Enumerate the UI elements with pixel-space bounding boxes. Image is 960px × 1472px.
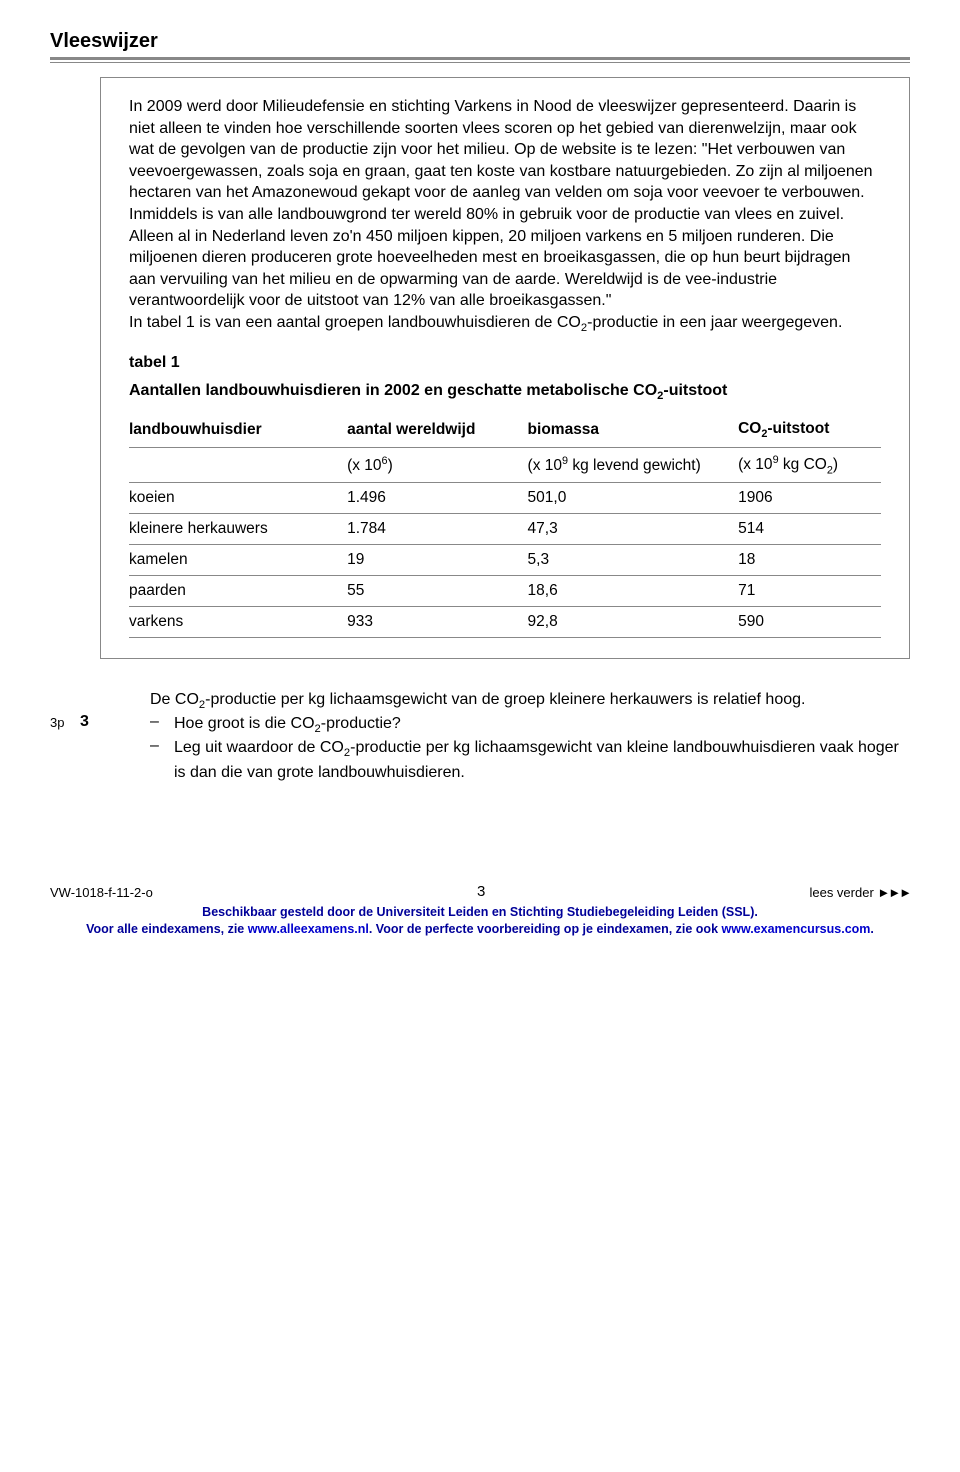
table-row: koeien1.496501,01906 [129, 482, 881, 513]
question-intro: De CO2-productie per kg lichaamsgewicht … [150, 689, 910, 713]
question-number: 3 [80, 713, 110, 731]
table-cell: 19 [347, 544, 527, 575]
table-row: kleinere herkauwers1.78447,3514 [129, 513, 881, 544]
dash: – [150, 713, 174, 731]
table-cell: 55 [347, 575, 527, 606]
table-header-row: landbouwhuisdier aantal wereldwijd bioma… [129, 414, 881, 447]
table-cell: koeien [129, 482, 347, 513]
table-row: varkens93392,8590 [129, 606, 881, 637]
table-cell: kleinere herkauwers [129, 513, 347, 544]
table-label: tabel 1 [129, 354, 881, 372]
title-underline [50, 57, 910, 63]
table-cell: 1.496 [347, 482, 527, 513]
unit-2: (x 109 kg levend gewicht) [528, 447, 739, 482]
unit-1: (x 106) [347, 447, 527, 482]
table-cell: 71 [738, 575, 881, 606]
data-table: landbouwhuisdier aantal wereldwijd bioma… [129, 414, 881, 637]
table-cell: 1.784 [347, 513, 527, 544]
th-2: biomassa [528, 414, 739, 447]
doc-code: VW-1018-f-11-2-o [50, 885, 153, 900]
th-1: aantal wereldwijd [347, 414, 527, 447]
footer: VW-1018-f-11-2-o 3 lees verder ►►► Besch… [50, 883, 910, 937]
th-3: CO2-uitstoot [738, 414, 881, 447]
question-points: 3p [50, 713, 80, 730]
title-section: Vleeswijzer [50, 30, 910, 63]
table-cell: 18 [738, 544, 881, 575]
table-cell: 514 [738, 513, 881, 544]
table-caption: Aantallen landbouwhuisdieren in 2002 en … [129, 382, 881, 402]
table-cell: 501,0 [528, 482, 739, 513]
question-row: 3p 3 – Hoe groot is die CO2-productie? [50, 713, 910, 737]
content-box: In 2009 werd door Milieudefensie en stic… [100, 77, 910, 659]
table-cell: 47,3 [528, 513, 739, 544]
th-0: landbouwhuisdier [129, 414, 347, 447]
table-cell: 18,6 [528, 575, 739, 606]
table-cell: 92,8 [528, 606, 739, 637]
question-block: De CO2-productie per kg lichaamsgewicht … [50, 689, 910, 783]
lees-verder: lees verder ►►► [809, 885, 910, 900]
dash: – [150, 737, 174, 755]
table-cell: kamelen [129, 544, 347, 575]
question-sub-row: – Leg uit waardoor de CO2-productie per … [150, 737, 910, 783]
page-number: 3 [477, 883, 485, 900]
table-row: kamelen195,318 [129, 544, 881, 575]
table-cell: 590 [738, 606, 881, 637]
page-title: Vleeswijzer [50, 30, 910, 53]
table-cell: paarden [129, 575, 347, 606]
unit-3: (x 109 kg CO2) [738, 447, 881, 482]
table-cell: varkens [129, 606, 347, 637]
question-item-text: Leg uit waardoor de CO2-productie per kg… [174, 737, 910, 783]
table-cell: 5,3 [528, 544, 739, 575]
table-cell: 933 [347, 606, 527, 637]
footer-top-row: VW-1018-f-11-2-o 3 lees verder ►►► [50, 883, 910, 900]
unit-0 [129, 447, 347, 482]
body-text: In 2009 werd door Milieudefensie en stic… [129, 96, 881, 336]
footer-credits: Beschikbaar gesteld door de Universiteit… [50, 904, 910, 937]
table-row: paarden5518,671 [129, 575, 881, 606]
table-units-row: (x 106) (x 109 kg levend gewicht) (x 109… [129, 447, 881, 482]
table-cell: 1906 [738, 482, 881, 513]
question-item-text: Hoe groot is die CO2-productie? [174, 713, 910, 737]
